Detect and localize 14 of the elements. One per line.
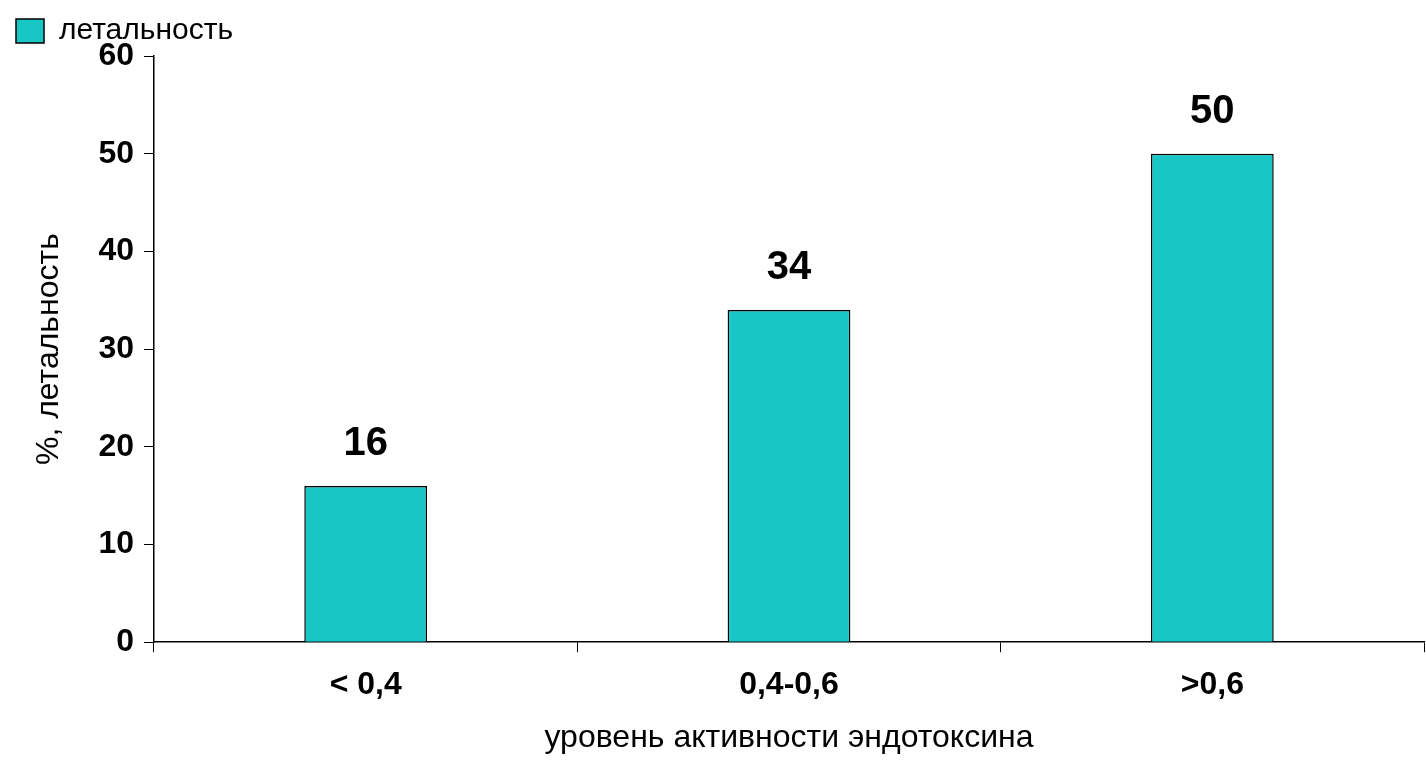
y-tick-label: 40 <box>98 231 134 268</box>
x-tick-label: < 0,4 <box>329 665 402 702</box>
data-label: 16 <box>343 418 388 463</box>
data-label: 34 <box>766 243 812 288</box>
y-tick-label: 20 <box>98 426 134 463</box>
y-tick-label: 50 <box>98 133 134 170</box>
y-axis-title: %, летальность <box>29 233 66 466</box>
y-tick-label: 10 <box>98 524 134 561</box>
x-tick-label: 0,4-0,6 <box>739 665 839 702</box>
x-axis-title: уровень активности эндотоксина <box>544 717 1034 754</box>
x-tick-label: >0,6 <box>1180 665 1244 702</box>
y-tick-label: 0 <box>116 622 134 659</box>
data-label: 50 <box>1190 86 1235 131</box>
y-tick-label: 30 <box>98 328 134 365</box>
